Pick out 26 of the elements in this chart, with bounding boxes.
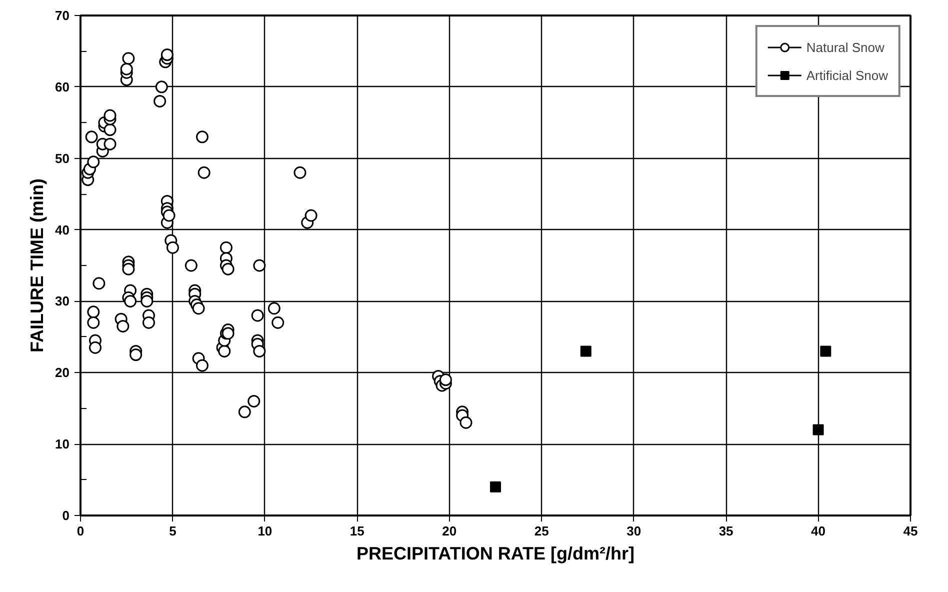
x-tick-label: 10 bbox=[258, 524, 272, 538]
x-tick-label: 40 bbox=[811, 524, 826, 538]
x-axis-title: PRECIPITATION RATE [g/dm²/hr] bbox=[356, 544, 634, 564]
x-tick-label: 0 bbox=[76, 524, 84, 538]
x-tick-label: 45 bbox=[903, 524, 918, 538]
x-tick-label: 30 bbox=[626, 524, 642, 538]
x-tick-label: 15 bbox=[350, 524, 364, 538]
y-axis-title: FAILURE TIME (min) bbox=[27, 178, 48, 352]
y-tick-label: 70 bbox=[55, 8, 70, 23]
y-tick-label: 20 bbox=[55, 365, 70, 380]
y-tick-label: 40 bbox=[55, 222, 70, 238]
x-tick-label: 20 bbox=[442, 524, 457, 538]
y-tick-label: 30 bbox=[55, 294, 70, 309]
y-tick-label: 50 bbox=[55, 150, 70, 166]
y-tick-label: 0 bbox=[62, 508, 70, 523]
point bbox=[820, 346, 832, 357]
point bbox=[812, 424, 824, 436]
legend-label: Natural Snow bbox=[806, 40, 884, 54]
x-tick-label: 35 bbox=[718, 524, 734, 538]
x-tick-label: 5 bbox=[169, 524, 176, 538]
legend-label: Artificial Snow bbox=[806, 68, 888, 82]
point bbox=[580, 346, 592, 357]
point bbox=[490, 481, 501, 492]
y-tick-label: 60 bbox=[55, 79, 70, 94]
y-tick-label: 10 bbox=[55, 436, 70, 452]
x-tick-label: 25 bbox=[534, 524, 549, 538]
